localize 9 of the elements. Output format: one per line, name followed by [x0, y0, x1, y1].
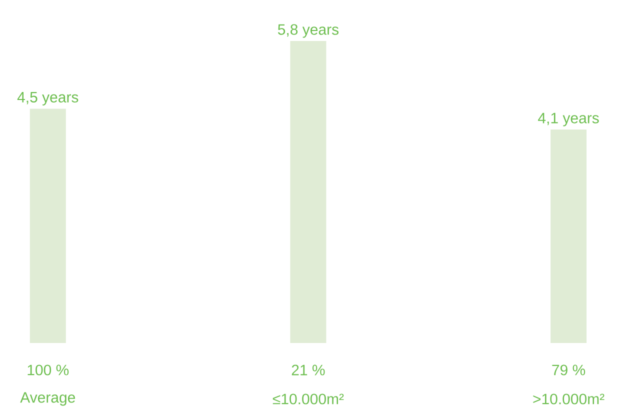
text: 79 % — [552, 364, 586, 376]
x-tick-label: >10.000m² — [533, 394, 604, 404]
text: 21 % — [292, 364, 325, 376]
data-label: 4,5 years — [17, 92, 78, 106]
x-tick-label: Average — [20, 392, 76, 406]
data-label: 4,1 years — [538, 112, 599, 126]
data-label: 5,8 years — [278, 24, 339, 38]
x-tick-label: ≤10.000m² — [272, 394, 344, 404]
text: 100 % — [28, 364, 69, 376]
